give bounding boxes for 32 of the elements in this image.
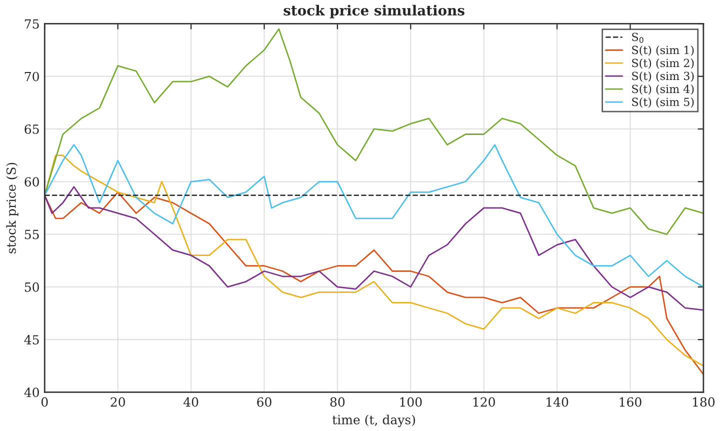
chart-title: stock price simulations	[284, 4, 464, 18]
y-tick-label: 55	[24, 230, 39, 240]
line-series	[44, 191, 704, 376]
y-tick-label: 40	[24, 388, 39, 398]
x-tick-label: 60	[257, 397, 272, 407]
legend-label: S$_{0}$	[632, 32, 644, 43]
x-tick-label: 140	[546, 397, 568, 407]
x-axis-title: time (t, days)	[332, 414, 415, 427]
y-tick-label: 50	[24, 282, 39, 292]
y-tick-label: 60	[24, 177, 39, 187]
line-series	[44, 186, 704, 311]
legend-label: S(t) (sim 2)	[632, 58, 694, 69]
x-tick-label: 40	[183, 397, 198, 407]
x-tick-label: 100	[400, 397, 422, 407]
line-series	[44, 28, 704, 235]
legend-label: S(t) (sim 4)	[632, 84, 694, 95]
y-tick-label: 65	[24, 124, 39, 134]
line-series	[44, 154, 704, 367]
x-tick-label: 20	[110, 397, 125, 407]
legend-label: S(t) (sim 3)	[632, 72, 694, 82]
x-tick-label: 80	[330, 397, 345, 407]
line-series	[44, 144, 704, 288]
legend-label: S(t) (sim 5)	[632, 97, 694, 108]
legend-label: S(t) (sim 1)	[632, 46, 694, 56]
x-tick-label: 120	[473, 397, 495, 407]
x-tick-label: 0	[41, 397, 48, 407]
y-tick-label: 45	[24, 335, 39, 344]
x-tick-label: 180	[693, 397, 715, 407]
y-axis-title: stock price (S)	[6, 162, 18, 254]
x-tick-label: 160	[620, 397, 642, 407]
y-tick-label: 75	[24, 19, 39, 29]
y-tick-label: 70	[24, 72, 39, 82]
